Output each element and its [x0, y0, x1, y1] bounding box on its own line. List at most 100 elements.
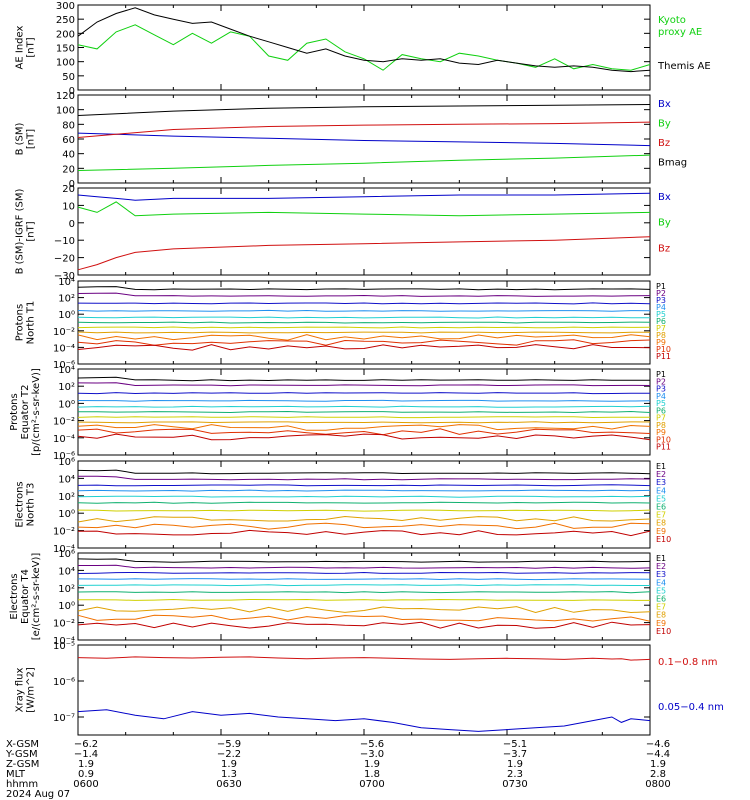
footer-value: −2.2: [217, 749, 241, 760]
y-axis-label: Electrons: [9, 573, 20, 619]
channel-line-e9: [77, 614, 651, 622]
legend-entry-p2: P2: [656, 289, 666, 298]
channel-line-e5: [77, 495, 651, 498]
legend-entry-p6: P6: [656, 317, 666, 326]
y-tick-label: 10²: [58, 584, 75, 595]
channel-line-e6: [77, 591, 651, 594]
legend-entry-p4: P4: [656, 392, 666, 401]
channel-line-p4: [77, 309, 651, 312]
y-axis-label: [W/m^2]: [26, 667, 37, 713]
y-tick-label: 10⁻²: [53, 619, 75, 630]
legend-entry-p10: P10: [656, 345, 671, 354]
y-tick-label: 10⁰: [58, 310, 75, 321]
legend-entry-p7: P7: [656, 324, 666, 333]
legend-entry-p7: P7: [656, 414, 666, 423]
y-tick-label: 0: [69, 86, 75, 97]
channel-line-e7: [77, 598, 651, 601]
y-tick-label: 10⁻⁷: [53, 713, 75, 724]
legend-entry-p8: P8: [656, 331, 666, 340]
series-line-bmag: [77, 104, 651, 116]
footer-value: −5.9: [217, 739, 241, 750]
legend-entry-e4: E4: [656, 578, 666, 587]
footer-value: −6.2: [74, 739, 98, 750]
legend-entry: Bz: [658, 243, 670, 254]
panel-bsm: 0 20 40 60 80 100 120 B (SM) [nT] Bx By Bz Bmag: [15, 91, 688, 190]
y-tick-label: 20: [62, 164, 75, 175]
series-line-by: [77, 154, 651, 171]
legend-entry-e1: E1: [656, 554, 666, 563]
channel-line-p1: [77, 376, 650, 382]
legend-entry-e4: E4: [656, 486, 666, 495]
channel-line-e2: [78, 564, 651, 569]
channel-line-e4: [77, 489, 651, 492]
channel-line-e8: [77, 606, 651, 614]
y-tick-label: 10⁴: [58, 566, 75, 577]
y-tick-label: −20: [54, 254, 75, 265]
y-tick-label: 50: [62, 72, 75, 83]
footer-value: 0700: [359, 779, 384, 790]
y-tick-label: 0: [69, 179, 75, 190]
channel-line-e3: [77, 571, 651, 574]
y-axis-label: [nT]: [26, 37, 37, 57]
panel-frame: [77, 94, 651, 184]
footer-row-label: hhmm: [6, 779, 38, 790]
channel-line-p5: [77, 405, 651, 408]
channel-line-p11: [77, 433, 651, 441]
panel-frame: [77, 644, 651, 736]
channel-line-e8: [77, 515, 651, 523]
legend-entry: 0.1−0.8 nm: [658, 657, 717, 668]
footer-value: −3.0: [360, 749, 384, 760]
channel-line-p2: [77, 292, 651, 297]
panel-pe: 10⁴ 10² 10⁰ 10⁻² 10⁻⁴ 10⁻⁶ Protons Equator T2 [p…: [9, 365, 671, 462]
channel-line-p3: [77, 392, 650, 395]
legend-entry-p1: P1: [656, 370, 666, 379]
panel-frame: [77, 187, 651, 276]
footer-value: −5.6: [360, 739, 384, 750]
legend-entry-e6: E6: [656, 595, 666, 604]
legend-entry-e8: E8: [656, 519, 666, 528]
y-tick-label: 60: [62, 135, 75, 146]
y-tick-label: 10⁻²: [53, 417, 75, 428]
y-tick-label: 10⁻⁶: [53, 451, 75, 462]
channel-line-p9: [77, 424, 651, 431]
channel-line-e4: [77, 578, 651, 581]
legend-entry-p10: P10: [656, 435, 671, 444]
y-tick-label: 300: [56, 1, 75, 12]
y-tick-label: 10: [62, 201, 75, 212]
channel-line-p5: [77, 316, 651, 319]
legend-entry-e5: E5: [656, 494, 666, 503]
channel-line-p10: [77, 428, 651, 436]
legend-entry: Kyoto: [658, 15, 686, 26]
legend-entry-e8: E8: [656, 611, 666, 620]
y-tick-label: 10⁰: [58, 509, 75, 520]
y-tick-label: 10⁻⁴: [53, 544, 75, 555]
series-line-bx: [77, 132, 651, 147]
y-tick-label: 10⁻⁶: [53, 677, 75, 688]
y-tick-label: 10²: [58, 382, 75, 393]
footer-value: 1.9: [650, 759, 666, 770]
y-tick-label: 10⁴: [58, 365, 75, 376]
legend-entry-e10: E10: [656, 535, 671, 544]
footer-value: 1.9: [78, 759, 94, 770]
y-tick-label: 200: [56, 29, 75, 40]
legend-entry: By: [658, 218, 671, 229]
orbit-footer: X-GSM −6.2 −5.9 −5.6 −5.1 −4.6 Y-GSM −1.4 −2.2 −3…: [5, 739, 671, 800]
panel-pn: 10⁴ 10² 10⁰ 10⁻² 10⁻⁴ 10⁻⁶ Protons North T1 P1P2…: [15, 277, 672, 371]
channel-line-p2: [77, 382, 651, 387]
footer-value: −5.1: [503, 739, 527, 750]
footer-value: −3.7: [503, 749, 527, 760]
panel-frame: [77, 4, 651, 91]
footer-value: 2.8: [650, 769, 666, 780]
footer-value: 1.9: [364, 759, 380, 770]
panel-ee: 10⁶ 10⁴ 10² 10⁰ 10⁻² 10⁻⁴ Electrons Equator T4[…: [9, 549, 671, 647]
legend-entry-e9: E9: [656, 619, 666, 628]
y-axis-label: [nT]: [26, 129, 37, 149]
legend-entry-p6: P6: [656, 406, 666, 415]
y-axis-label: B (SM)-IGRF (SM): [15, 189, 26, 275]
channel-line-p11: [77, 344, 651, 351]
channel-line-p6: [77, 321, 651, 324]
panel-xray: 10⁻⁵ 10⁻⁶ 10⁻⁷ Xray flux [W/m^2] 0.1−0.8 nm 0.…: [15, 641, 724, 736]
y-tick-label: 250: [56, 15, 75, 26]
series-line-themis-ae: [77, 7, 651, 73]
